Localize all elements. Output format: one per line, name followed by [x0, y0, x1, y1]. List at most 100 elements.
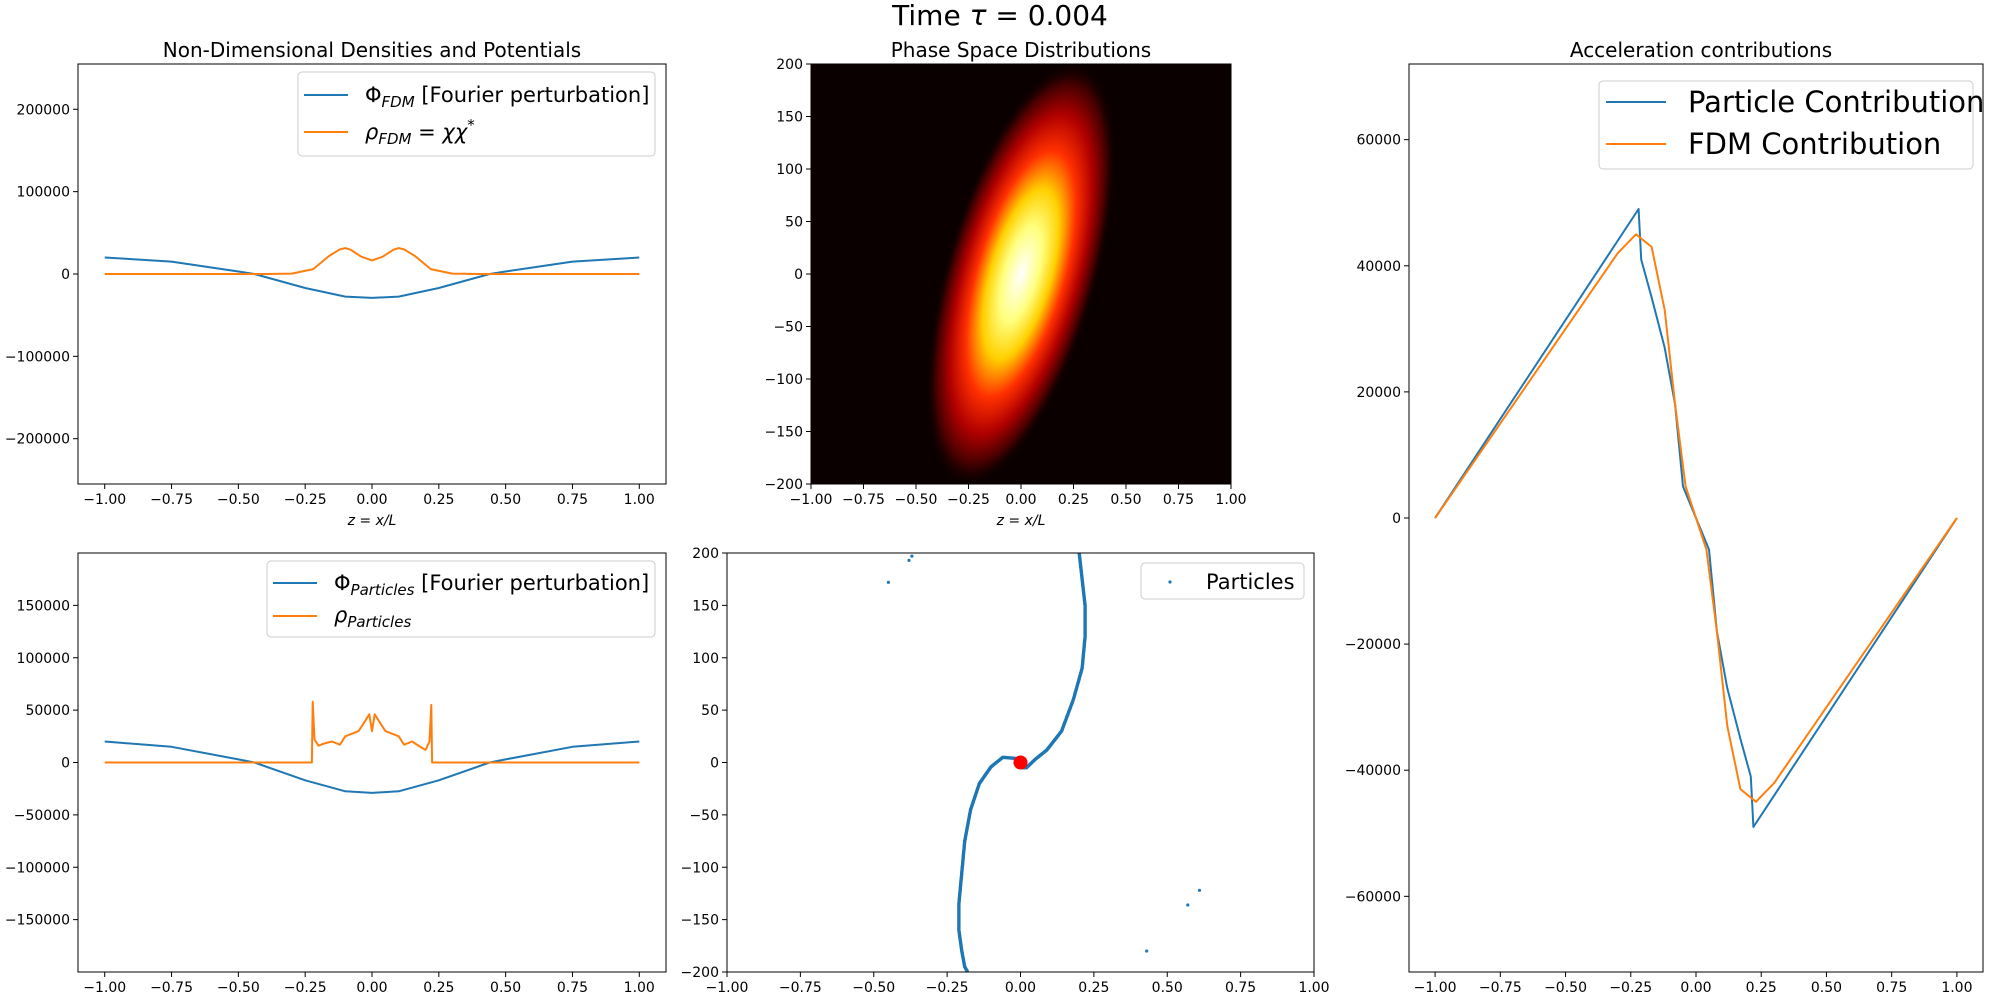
phase-ytick-label: −200 [765, 477, 803, 493]
accel-ytick-label: −40000 [1345, 763, 1401, 779]
accel-legend-particle-label: Particle Contribution [1688, 85, 1984, 119]
scatter-ytick-label: 200 [692, 546, 719, 562]
fdm-xtick-label: −0.25 [284, 492, 327, 508]
acceleration-panel: Acceleration contributions −1.00 −0.75 −0.… [1345, 38, 1985, 996]
phase-panel-title: Phase Space Distributions [891, 38, 1151, 62]
accel-ytick-label: −60000 [1345, 889, 1401, 905]
accel-xtick-label: −1.00 [1414, 980, 1457, 996]
accel-panel-title: Acceleration contributions [1570, 38, 1832, 62]
particles-ytick-label: −100000 [5, 860, 70, 876]
accel-legend-fdm-label: FDM Contribution [1688, 127, 1941, 161]
tracked-particle-marker [1013, 755, 1028, 770]
fdm-phi-line [104, 256, 640, 299]
particles-xtick-label: −0.25 [284, 980, 327, 996]
accel-ytick-label: 40000 [1356, 259, 1401, 275]
particles-xtick-label: −1.00 [83, 980, 126, 996]
accel-xtick-label: 0.00 [1680, 980, 1711, 996]
accel-ytick-label: 60000 [1356, 133, 1401, 149]
scatter-ytick-label: 150 [692, 598, 719, 614]
fdm-x-axis-label: z = x/L [347, 513, 397, 529]
accel-xtick-label: −0.75 [1479, 980, 1522, 996]
particles-legend-rho-label: ρParticles [334, 603, 411, 631]
scatter-xtick-label: 1.00 [1298, 980, 1329, 996]
fdm-legend: ΦFDM [Fourier perturbation] ρFDM = χχ* [297, 71, 656, 157]
fdm-xtick-label: 1.00 [624, 492, 655, 508]
phase-xtick-label: −0.50 [895, 492, 938, 508]
phase-xtick-label: −1.00 [790, 492, 833, 508]
particles-xtick-label: 0.75 [557, 980, 588, 996]
accel-xtick-label: 1.00 [1941, 980, 1972, 996]
fdm-ytick-label: 100000 [17, 185, 70, 201]
scatter-xtick-label: 0.50 [1152, 980, 1183, 996]
fdm-density-potential-panel: Non-Dimensional Densities and Potentials… [5, 38, 667, 529]
fdm-ytick-label: 0 [61, 267, 70, 283]
particles-ytick-label: 150000 [17, 598, 70, 614]
phase-xtick-label: 1.00 [1215, 492, 1246, 508]
fdm-rho-line [104, 247, 640, 275]
phase-space-panel: Phase Space Distributions −1.00 −0.75 −0.5… [765, 38, 1247, 529]
fdm-xtick-label: 0.25 [423, 492, 454, 508]
scatter-ytick-label: −150 [681, 913, 719, 929]
accel-xtick-label: −0.50 [1544, 980, 1587, 996]
particles-xtick-label: 1.00 [624, 980, 655, 996]
accel-ytick-label: 0 [1392, 511, 1401, 527]
particles-ytick-label: −150000 [5, 913, 70, 929]
fdm-xtick-label: −1.00 [83, 492, 126, 508]
phase-x-axis-label: z = x/L [996, 513, 1046, 529]
particles-ytick-label: −50000 [14, 808, 70, 824]
particles-legend-phi-label: ΦParticles [Fourier perturbation] [334, 571, 649, 599]
phase-ytick-label: 100 [776, 162, 803, 178]
scatter-ytick-label: −100 [681, 860, 719, 876]
scatter-xtick-label: 0.25 [1078, 980, 1109, 996]
phase-ytick-label: −100 [765, 372, 803, 388]
phase-ytick-label: 200 [776, 57, 803, 73]
particles-phi-line [104, 740, 640, 794]
stray-particle-point [907, 558, 911, 562]
stray-particle-point [1145, 949, 1149, 953]
particle-scatter-panel: −1.00 −0.75 −0.50 −0.25 0.00 0.25 0.50 0.75 1.00… [681, 546, 1330, 996]
phase-ytick-label: 50 [785, 215, 803, 231]
particles-xtick-label: −0.50 [217, 980, 260, 996]
fdm-xtick-label: 0.50 [490, 492, 521, 508]
stray-particle-point [1197, 888, 1202, 892]
fdm-legend-rho-label: ρFDM = χχ* [365, 116, 475, 148]
figure-suptitle: Time τ = 0.004 [891, 0, 1108, 32]
particles-xtick-label: 0.25 [423, 980, 454, 996]
scatter-xtick-label: −0.50 [852, 980, 895, 996]
scatter-legend-label: Particles [1206, 570, 1295, 594]
scatter-ytick-label: 50 [701, 703, 719, 719]
accel-ytick-label: −20000 [1345, 637, 1401, 653]
fdm-xtick-label: 0.00 [356, 492, 387, 508]
phase-ytick-label: −150 [765, 425, 803, 441]
particle-point [965, 969, 969, 972]
phase-ytick-label: 0 [794, 267, 803, 283]
stray-particle-point [1186, 903, 1190, 907]
fdm-ytick-label: −200000 [5, 432, 70, 448]
particles-xtick-label: 0.50 [490, 980, 521, 996]
particles-legend: ΦParticles [Fourier perturbation] ρParti… [266, 560, 656, 638]
phase-ytick-label: 150 [776, 110, 803, 126]
scatter-ytick-label: −200 [681, 965, 719, 981]
fdm-xtick-label: −0.75 [150, 492, 193, 508]
fdm-legend-phi-label: ΦFDM [Fourier perturbation] [365, 83, 649, 111]
fdm-ytick-label: 200000 [17, 102, 70, 118]
fdm-panel-title: Non-Dimensional Densities and Potentials [163, 38, 581, 62]
phase-xtick-label: 0.50 [1110, 492, 1141, 508]
heatmap-density-blob [926, 64, 1116, 484]
particles-xtick-label: −0.75 [150, 980, 193, 996]
phase-ytick-label: −50 [773, 320, 803, 336]
accel-legend: Particle Contribution FDM Contribution [1598, 80, 1984, 170]
scatter-xtick-label: −0.25 [926, 980, 969, 996]
particles-xtick-label: 0.00 [356, 980, 387, 996]
scatter-xtick-label: 0.00 [1005, 980, 1036, 996]
scatter-xtick-label: 0.75 [1225, 980, 1256, 996]
particles-density-potential-panel: −1.00 −0.75 −0.50 −0.25 0.00 0.25 0.50 0.75 1.00… [5, 552, 667, 996]
accel-series-1-line [1434, 233, 1958, 803]
scatter-xtick-label: −1.00 [706, 980, 749, 996]
phase-xtick-label: 0.75 [1163, 492, 1194, 508]
stray-particle-point [886, 580, 891, 584]
accel-xtick-label: 0.50 [1811, 980, 1842, 996]
particles-ytick-label: 0 [61, 756, 70, 772]
scatter-ytick-label: 0 [710, 756, 719, 772]
